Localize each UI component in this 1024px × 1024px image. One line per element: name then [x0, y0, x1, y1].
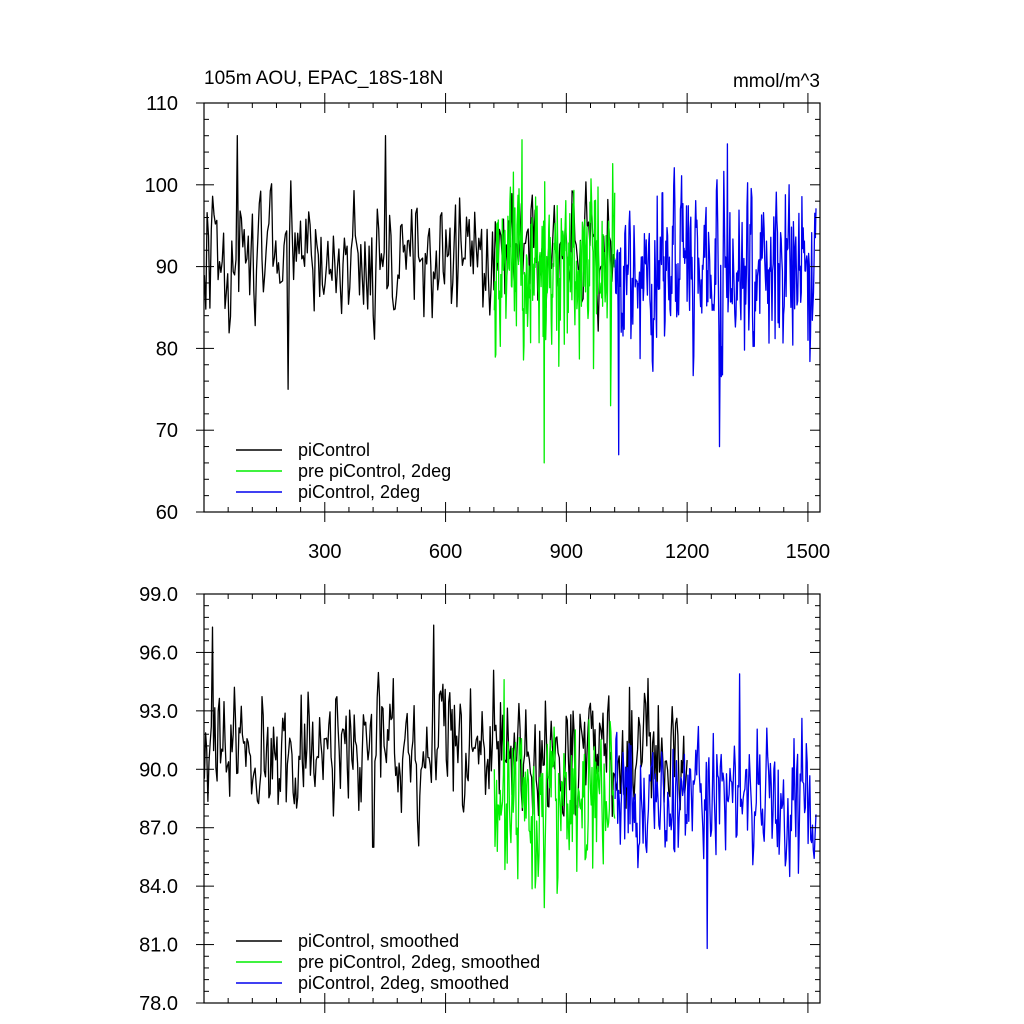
bottom-plot-frame: [203, 593, 821, 1004]
x-tick-label: 1500: [786, 541, 831, 563]
legend-label: piControl, 2deg, smoothed: [298, 973, 509, 993]
x-tick-label: 900: [550, 541, 583, 563]
series-line-1: [203, 624, 688, 848]
y-tick-label: 96.0: [139, 642, 178, 664]
series-line-2: [493, 679, 616, 909]
legend-label: pre piControl, 2deg, smoothed: [298, 952, 540, 972]
y-tick-label: 110: [146, 93, 178, 115]
legend-label: piControl, smoothed: [298, 931, 459, 951]
y-tick-label: 80: [156, 338, 178, 360]
y-tick-label: 99.0: [139, 584, 178, 606]
y-tick-label: 78.0: [139, 993, 178, 1015]
y-tick-label: 90.0: [139, 759, 178, 781]
y-tick-label: 70: [156, 420, 178, 442]
y-tick-label: 87.0: [139, 818, 178, 840]
y-tick-label: 84.0: [139, 876, 178, 898]
units-label: mmol/m^3: [733, 71, 820, 92]
x-tick-label: 1200: [665, 541, 710, 563]
legend-label: pre piControl, 2deg: [298, 461, 451, 481]
legend-label: piControl, 2deg: [298, 482, 420, 502]
x-tick-label: 600: [429, 541, 462, 563]
series-line-3: [614, 673, 817, 950]
bottom-axes: 78.0 81.0 84.0 87.0 90.0 93.0 96.0 99.0: [139, 584, 820, 1015]
y-tick-label: 100: [145, 175, 178, 197]
series-line-3: [614, 143, 817, 456]
series-line-2: [493, 139, 616, 464]
y-tick-label: 81.0: [139, 935, 178, 957]
top-panel: 60 70 80 90 100 110 300 600 900 1200 1500 piContro…: [145, 93, 831, 563]
legend-label: piControl: [298, 440, 370, 460]
x-tick-label: 300: [308, 541, 341, 563]
top-plot-lines: [203, 135, 817, 464]
top-plot-frame: [203, 102, 821, 513]
chart-title: 105m AOU, EPAC_18S-18N: [204, 68, 443, 89]
y-tick-label: 93.0: [139, 701, 178, 723]
bottom-panel: 78.0 81.0 84.0 87.0 90.0 93.0 96.0 99.0 piContr…: [139, 584, 821, 1015]
top-axes: 60 70 80 90 100 110 300 600 900 1200 1500: [145, 93, 831, 563]
bottom-plot-lines: [203, 624, 817, 950]
y-tick-label: 60: [156, 502, 178, 524]
y-tick-label: 90: [156, 257, 178, 279]
